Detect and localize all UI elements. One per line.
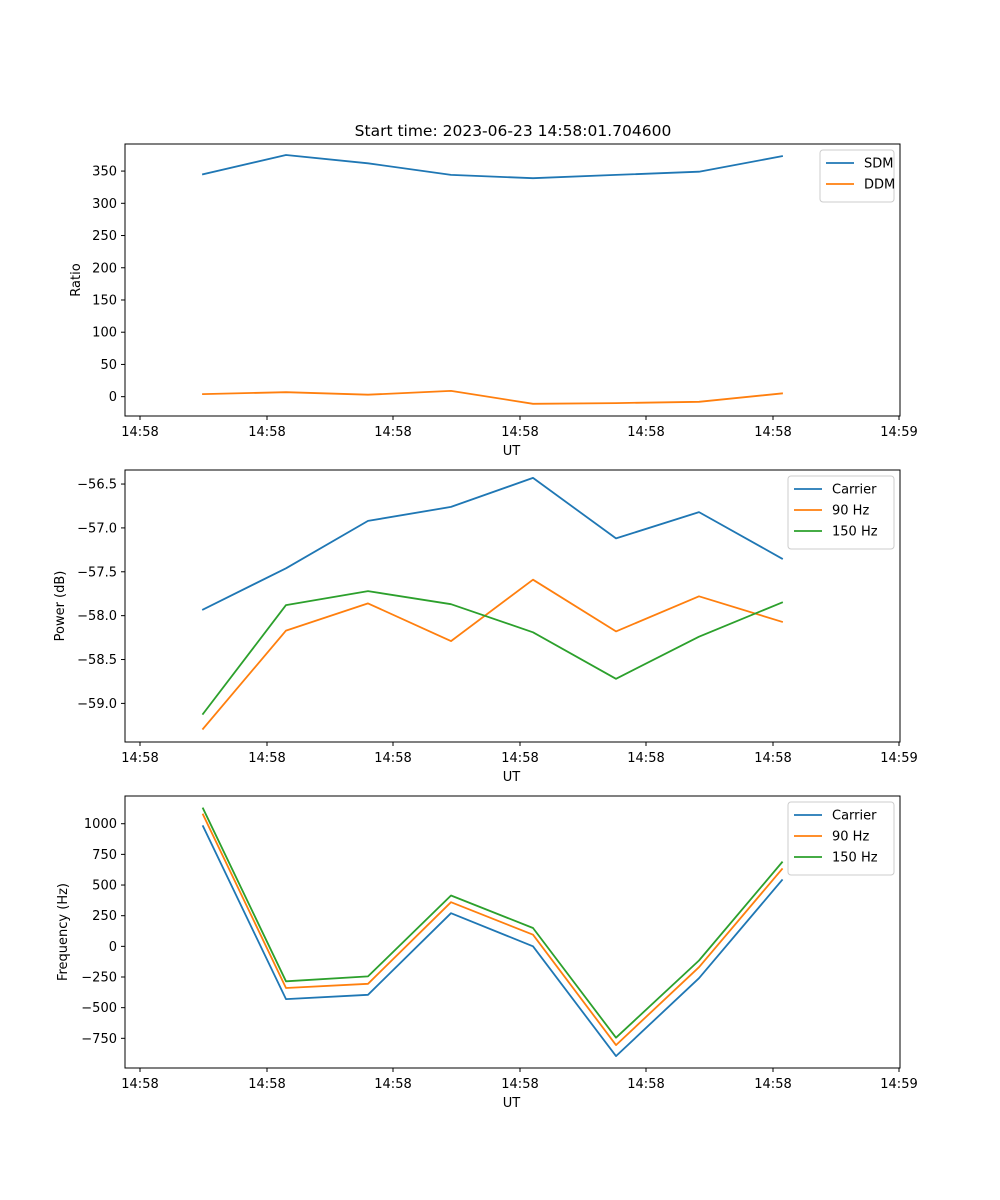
x-tick-label: 14:58 <box>627 751 664 766</box>
x-tick-label: 14:58 <box>501 751 538 766</box>
x-tick-label: 14:58 <box>121 751 158 766</box>
legend-entry: 90 Hz <box>832 504 869 519</box>
y-tick-label: 250 <box>92 229 117 244</box>
legend-entry: SDM <box>864 157 893 172</box>
y-tick-label: 300 <box>92 197 117 212</box>
y-axis-label: Ratio <box>69 263 84 296</box>
y-tick-label: 750 <box>92 848 117 863</box>
legend: Carrier 90 Hz 150 Hz <box>787 801 895 876</box>
legend-entry: 150 Hz <box>832 525 878 540</box>
chart-panel-3: −750 −500 −250 0 250 500 750 1000 14:58 14:58 14:5… <box>56 795 918 1111</box>
x-tick-label: 14:58 <box>501 425 538 440</box>
y-tick-label: 0 <box>109 390 117 405</box>
x-tick-label: 14:58 <box>374 1077 411 1092</box>
axes-frame <box>124 795 901 1069</box>
legend-entry: 90 Hz <box>832 830 869 845</box>
x-axis-label: UT <box>503 770 521 785</box>
y-tick-label: −59.0 <box>77 697 117 712</box>
y-tick-label: 100 <box>92 326 117 341</box>
x-axis-label: UT <box>503 1096 521 1111</box>
y-tick-label: −58.5 <box>77 653 117 668</box>
y-tick-label: 50 <box>100 358 117 373</box>
x-tick-label: 14:58 <box>754 425 791 440</box>
x-tick-label: 14:59 <box>880 425 917 440</box>
x-tick-label: 14:58 <box>121 425 158 440</box>
legend: Carrier 90 Hz 150 Hz <box>787 475 895 550</box>
x-tick-label: 14:58 <box>754 1077 791 1092</box>
y-tick-label: −250 <box>81 971 117 986</box>
axes-frame <box>124 143 901 417</box>
x-tick-label: 14:59 <box>880 1077 917 1092</box>
series-line-90-hz <box>201 813 784 1046</box>
x-tick-label: 14:58 <box>627 425 664 440</box>
legend-entry: DDM <box>864 178 895 193</box>
x-tick-label: 14:59 <box>880 751 917 766</box>
y-tick-label: 500 <box>92 879 117 894</box>
y-tick-label: −750 <box>81 1032 117 1047</box>
series-line-sdm <box>201 154 784 180</box>
series-line-150-hz <box>201 807 784 1039</box>
legend-entry: 150 Hz <box>832 851 878 866</box>
legend-entry: Carrier <box>832 483 877 498</box>
y-tick-label: −56.5 <box>77 478 117 493</box>
x-tick-label: 14:58 <box>627 1077 664 1092</box>
y-tick-label: 200 <box>92 261 117 276</box>
y-tick-label: 150 <box>92 293 117 308</box>
series-line-ddm <box>202 389 783 405</box>
series-line-carrier <box>201 476 784 611</box>
series-line-150-hz <box>201 590 784 716</box>
x-tick-label: 14:58 <box>248 425 285 440</box>
y-axis-label: Power (dB) <box>53 571 68 642</box>
y-tick-label: 250 <box>92 909 117 924</box>
x-tick-label: 14:58 <box>754 751 791 766</box>
x-tick-label: 14:58 <box>501 1077 538 1092</box>
y-tick-label: −57.5 <box>77 565 117 580</box>
chart-panel-2: −59.0 −58.5 −58.0 −57.5 −57.0 −56.5 14:58 14:58… <box>53 469 918 785</box>
x-tick-label: 14:58 <box>248 1077 285 1092</box>
series-line-90-hz <box>201 578 784 731</box>
chart-title: Start time: 2023-06-23 14:58:01.704600 <box>355 122 672 140</box>
y-tick-label: 0 <box>109 940 117 955</box>
y-tick-label: −57.0 <box>77 521 117 536</box>
chart-panel-1: 0 50 100 150 200 250 300 350 14:58 14:58 14:58 14:5… <box>69 143 918 459</box>
legend-entry: Carrier <box>832 809 877 824</box>
axes-frame <box>124 469 901 743</box>
x-tick-label: 14:58 <box>374 751 411 766</box>
y-tick-label: 350 <box>92 165 117 180</box>
x-tick-label: 14:58 <box>121 1077 158 1092</box>
x-tick-label: 14:58 <box>248 751 285 766</box>
y-tick-label: −500 <box>81 1001 117 1016</box>
x-tick-label: 14:58 <box>374 425 411 440</box>
x-axis-label: UT <box>503 444 521 459</box>
y-tick-label: 1000 <box>84 817 117 832</box>
y-axis-label: Frequency (Hz) <box>56 883 71 981</box>
legend: SDM DDM <box>819 149 895 203</box>
y-tick-label: −58.0 <box>77 609 117 624</box>
series-line-carrier <box>201 824 784 1057</box>
